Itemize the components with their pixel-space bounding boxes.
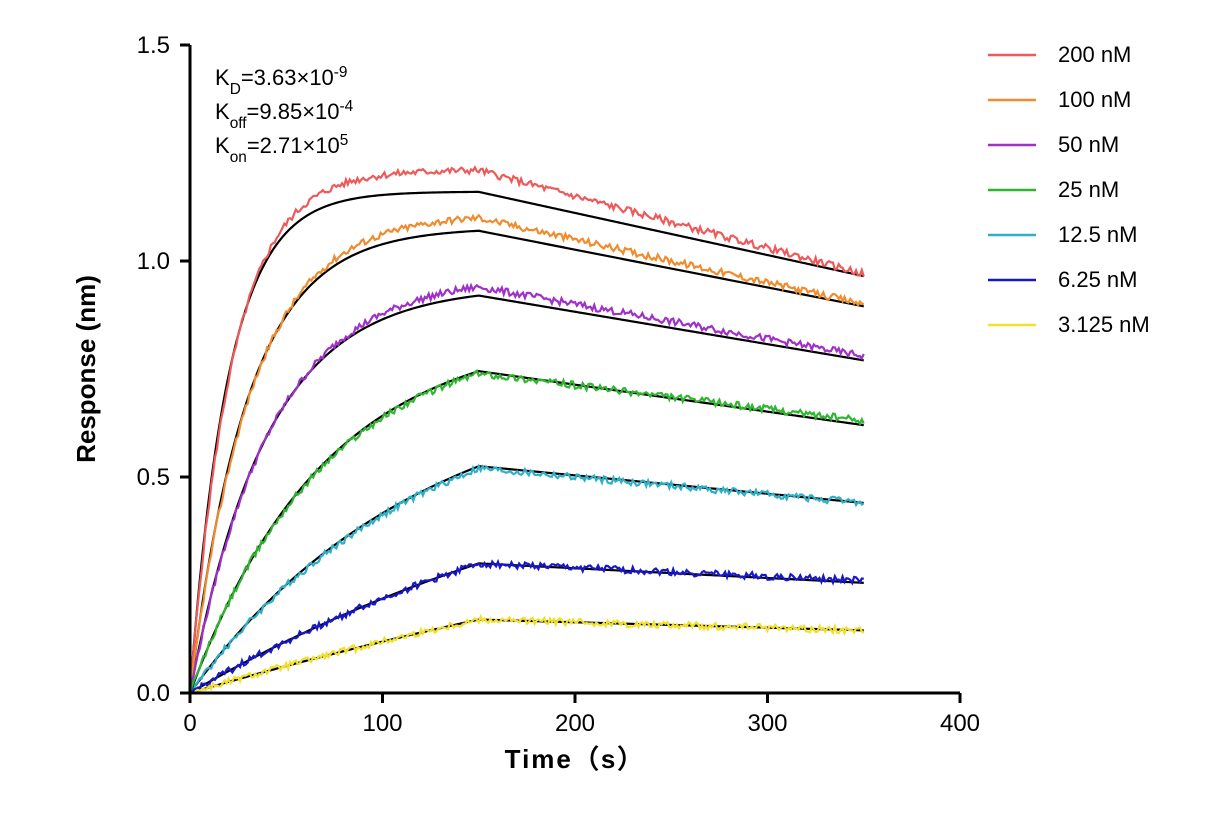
chart-svg: 0 100 200 300 400 0.0 0.5 1.0 1.5 Time（s） Response… [0, 0, 1231, 825]
binding-kinetics-chart: 0 100 200 300 400 0.0 0.5 1.0 1.5 Time（s） Response… [0, 0, 1231, 825]
y-tick-label: 1.5 [137, 32, 170, 59]
legend-label: 100 nM [1058, 87, 1131, 112]
y-axis-label: Response (nm) [71, 275, 101, 463]
legend-label: 12.5 nM [1058, 222, 1138, 247]
legend-label: 6.25 nM [1058, 267, 1138, 292]
x-tick-label: 400 [940, 710, 980, 737]
legend-label: 3.125 nM [1058, 312, 1150, 337]
y-tick-label: 0.5 [137, 464, 170, 491]
legend-label: 25 nM [1058, 177, 1119, 202]
legend-label: 50 nM [1058, 132, 1119, 157]
y-tick-label: 1.0 [137, 248, 170, 275]
y-tick-label: 0.0 [137, 680, 170, 707]
x-axis-label: Time（s） [505, 744, 646, 774]
x-tick-label: 300 [747, 710, 787, 737]
x-tick-label: 100 [362, 710, 402, 737]
x-tick-label: 0 [183, 710, 196, 737]
x-tick-label: 200 [555, 710, 595, 737]
legend-label: 200 nM [1058, 42, 1131, 67]
